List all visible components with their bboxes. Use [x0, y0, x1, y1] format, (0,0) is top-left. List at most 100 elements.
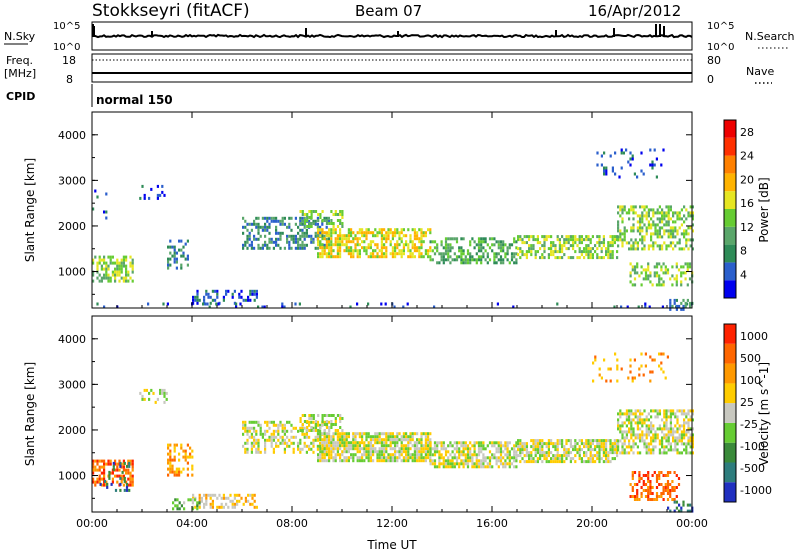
power-cell	[647, 223, 650, 227]
velocity-cell	[596, 442, 599, 446]
velocity-cell	[118, 468, 121, 472]
velocity-cell	[220, 502, 223, 506]
velocity-cell	[605, 442, 608, 446]
velocity-cell	[312, 429, 315, 432]
velocity-cell	[591, 439, 594, 443]
power-cell	[394, 243, 397, 247]
power-cell	[416, 231, 419, 235]
velocity-cell	[369, 447, 372, 451]
power-cell	[658, 217, 661, 221]
velocity-cell	[621, 433, 624, 437]
power-cell	[598, 241, 601, 245]
velocity-cell	[466, 456, 470, 460]
power-cell	[180, 248, 183, 252]
velocity-cell	[380, 441, 383, 445]
velocity-cell	[449, 441, 452, 445]
power-cell	[345, 234, 348, 238]
power-cell	[561, 250, 564, 254]
power-cell	[629, 163, 632, 167]
velocity-cell	[347, 450, 350, 454]
velocity-cell	[427, 438, 430, 442]
power-cell	[345, 240, 348, 244]
power-cell	[607, 250, 610, 254]
velocity-cell	[687, 436, 690, 440]
power-cell	[336, 234, 339, 238]
velocity-cell	[352, 459, 355, 463]
velocity-cell	[387, 438, 390, 442]
velocity-cell	[405, 450, 408, 454]
power-cell	[288, 222, 291, 226]
power-cell	[674, 226, 677, 230]
velocity-cell	[301, 414, 304, 417]
power-cell	[178, 248, 181, 252]
velocity-cell	[122, 483, 125, 487]
velocity-cell	[323, 432, 326, 436]
power-cell	[339, 231, 342, 235]
velocity-cell	[499, 441, 503, 445]
velocity-cell	[429, 456, 432, 460]
velocity-cell	[323, 420, 326, 424]
power-cell	[563, 238, 566, 242]
velocity-cell	[617, 418, 620, 422]
power-cell	[669, 244, 672, 248]
velocity-cell	[205, 499, 208, 503]
power-cell	[303, 231, 306, 235]
velocity-cell	[649, 498, 652, 501]
velocity-cell	[676, 427, 679, 431]
power-cell	[341, 222, 344, 225]
velocity-cell	[675, 486, 678, 489]
velocity-cell	[607, 454, 610, 458]
power-cell	[678, 247, 681, 251]
velocity-cell	[328, 453, 331, 457]
velocity-cell	[678, 436, 681, 440]
velocity-cell	[363, 441, 366, 445]
power-cell	[175, 251, 178, 255]
velocity-cell	[532, 460, 535, 464]
power-cell	[510, 258, 514, 262]
velocity-cell	[209, 493, 212, 497]
power-cell	[617, 211, 620, 215]
power-cell	[413, 246, 416, 250]
power-cell	[389, 243, 392, 247]
power-cell	[611, 244, 614, 248]
power-cell	[552, 241, 555, 245]
power-cell	[611, 256, 614, 260]
power-cell	[424, 249, 427, 253]
velocity-cell	[541, 442, 544, 446]
velocity-cell	[532, 439, 535, 443]
velocity-cell	[664, 489, 667, 492]
velocity-cell	[506, 462, 509, 466]
velocity-cell	[488, 462, 492, 466]
velocity-cell	[163, 391, 166, 395]
power-cell	[319, 252, 322, 256]
power-cell	[684, 301, 687, 305]
power-cell	[268, 222, 271, 226]
velocity-cell	[628, 415, 631, 419]
power-colorbar-swatch	[724, 120, 736, 138]
power-cell	[613, 238, 616, 242]
power-cell	[583, 250, 586, 254]
velocity-cell	[321, 438, 324, 442]
velocity-cell	[334, 420, 337, 423]
velocity-cell	[200, 496, 203, 500]
velocity-cell	[103, 468, 106, 472]
power-cell	[686, 262, 689, 266]
velocity-cell	[625, 451, 628, 455]
power-cell	[605, 169, 608, 173]
velocity-cell	[429, 447, 432, 451]
velocity-cell	[281, 423, 284, 427]
velocity-cell	[660, 483, 663, 486]
power-cell	[506, 249, 509, 253]
velocity-cell	[665, 445, 668, 449]
velocity-cell	[630, 424, 633, 428]
power-cell	[125, 264, 128, 268]
power-cell	[281, 216, 284, 220]
velocity-cell	[343, 459, 346, 463]
power-cell	[339, 234, 342, 238]
velocity-cell	[547, 448, 550, 452]
power-cell	[589, 238, 592, 242]
velocity-cell	[634, 409, 637, 413]
velocity-cell	[502, 444, 505, 448]
velocity-cell	[341, 453, 344, 457]
velocity-cell	[246, 426, 249, 430]
